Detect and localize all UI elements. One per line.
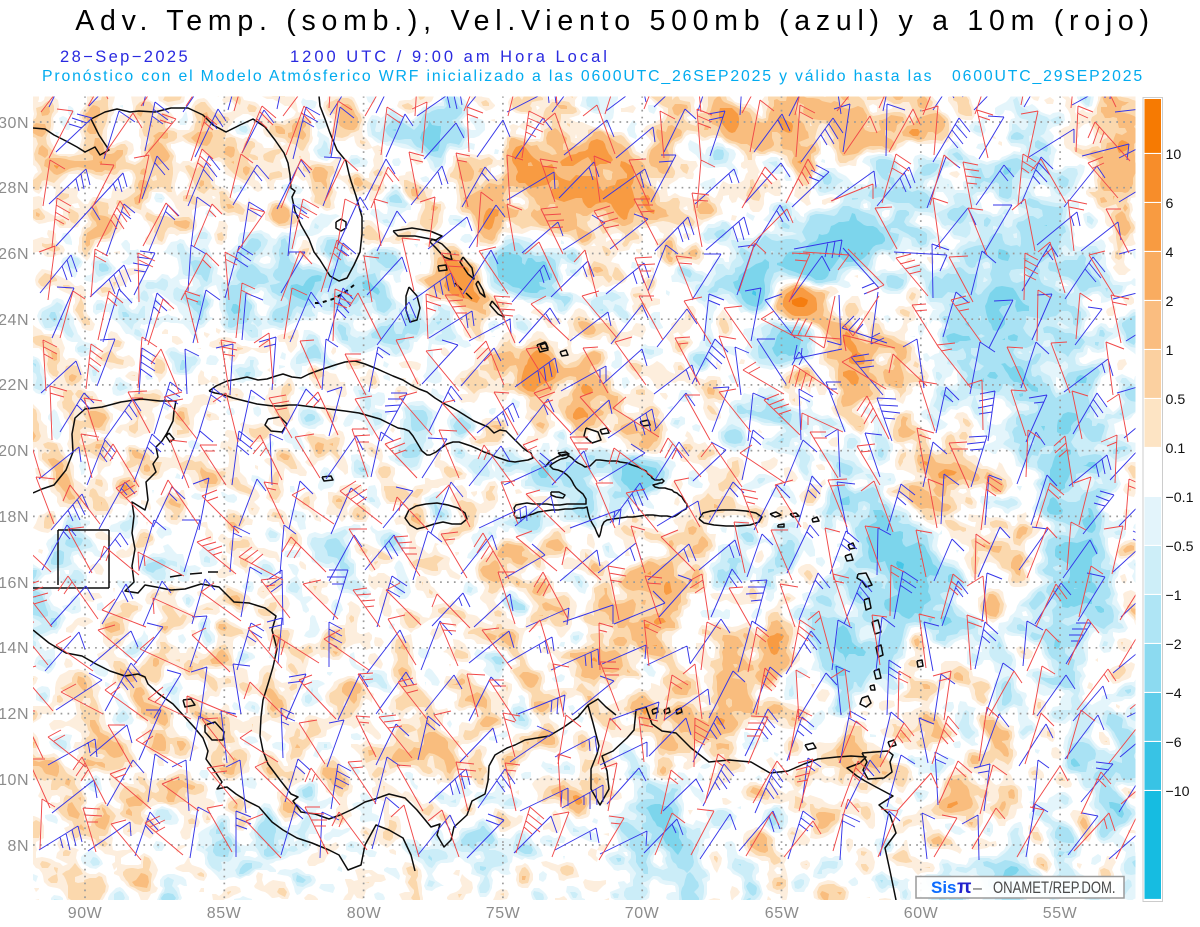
- svg-text:90W: 90W: [68, 905, 103, 922]
- svg-text:−2: −2: [1166, 637, 1182, 653]
- svg-text:85W: 85W: [207, 905, 242, 922]
- svg-text:−0.1: −0.1: [1166, 490, 1194, 506]
- svg-text:0.1: 0.1: [1166, 441, 1186, 457]
- svg-text:16N: 16N: [0, 575, 29, 592]
- svg-text:−0.5: −0.5: [1166, 539, 1194, 555]
- svg-text:28N: 28N: [0, 180, 29, 197]
- svg-text:18N: 18N: [0, 509, 29, 526]
- svg-text:Sis: Sis: [931, 878, 957, 897]
- svg-text:6: 6: [1166, 196, 1174, 212]
- svg-text:60W: 60W: [904, 905, 939, 922]
- svg-text:28−Sep−2025: 28−Sep−2025: [60, 48, 190, 66]
- svg-text:–: –: [973, 880, 982, 897]
- svg-text:2: 2: [1166, 294, 1174, 310]
- svg-text:ONAMET/REP.DOM.: ONAMET/REP.DOM.: [993, 878, 1116, 897]
- svg-text:−4: −4: [1166, 686, 1182, 702]
- svg-text:0.5: 0.5: [1166, 392, 1186, 408]
- svg-text:4: 4: [1166, 245, 1174, 261]
- svg-text:Adv. Temp. (somb.), Vel.Viento: Adv. Temp. (somb.), Vel.Viento 500mb (az…: [75, 5, 1155, 37]
- svg-text:14N: 14N: [0, 640, 29, 657]
- svg-text:−1: −1: [1166, 588, 1182, 604]
- svg-text:55W: 55W: [1043, 905, 1078, 922]
- svg-text:80W: 80W: [347, 905, 382, 922]
- svg-text:22N: 22N: [0, 377, 29, 394]
- svg-text:26N: 26N: [0, 246, 29, 263]
- svg-text:12N: 12N: [0, 706, 29, 723]
- svg-text:−10: −10: [1166, 784, 1190, 800]
- svg-text:Pronóstico con el Modelo Atmós: Pronóstico con el Modelo Atmósferico WRF…: [42, 68, 1144, 85]
- svg-text:−6: −6: [1166, 735, 1182, 751]
- svg-text:1: 1: [1166, 343, 1174, 359]
- svg-text:70W: 70W: [625, 905, 660, 922]
- svg-text:10N: 10N: [0, 772, 29, 789]
- svg-text:1200 UTC / 9:00 am Hora Local: 1200 UTC / 9:00 am Hora Local: [290, 48, 610, 66]
- svg-text:30N: 30N: [0, 115, 29, 132]
- svg-text:65W: 65W: [765, 905, 800, 922]
- svg-text:10: 10: [1166, 147, 1182, 163]
- svg-text:π: π: [957, 877, 972, 898]
- svg-text:24N: 24N: [0, 312, 29, 329]
- svg-text:8N: 8N: [8, 838, 29, 855]
- svg-text:20N: 20N: [0, 443, 29, 460]
- svg-text:75W: 75W: [486, 905, 521, 922]
